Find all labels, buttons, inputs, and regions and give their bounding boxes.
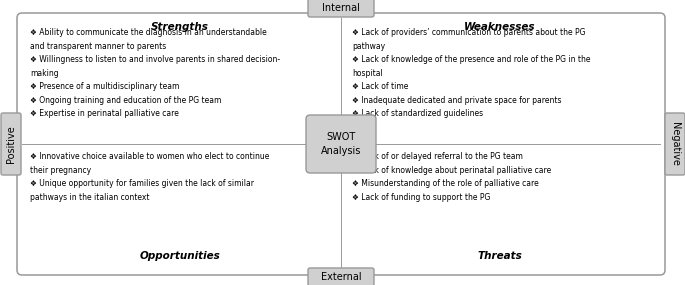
FancyBboxPatch shape <box>1 113 21 175</box>
Text: ❖ Lack of providers’ communication to parents about the PG
pathway
❖ Lack of kno: ❖ Lack of providers’ communication to pa… <box>352 28 590 118</box>
Text: Threats: Threats <box>477 251 523 261</box>
FancyBboxPatch shape <box>306 115 376 173</box>
FancyBboxPatch shape <box>308 0 374 17</box>
Text: ❖ Ability to communicate the diagnosis in an understandable
and transparent mann: ❖ Ability to communicate the diagnosis i… <box>30 28 280 118</box>
Text: Positive: Positive <box>6 125 16 163</box>
Text: SWOT
Analysis: SWOT Analysis <box>321 132 361 156</box>
Text: Internal: Internal <box>322 3 360 13</box>
Text: ❖ Lack of or delayed referral to the PG team
❖ Lack of knowledge about perinatal: ❖ Lack of or delayed referral to the PG … <box>352 152 551 202</box>
Text: Negative: Negative <box>670 122 680 166</box>
Text: Weaknesses: Weaknesses <box>464 22 536 32</box>
FancyBboxPatch shape <box>665 113 685 175</box>
FancyBboxPatch shape <box>17 13 665 275</box>
FancyBboxPatch shape <box>308 268 374 285</box>
Text: Opportunities: Opportunities <box>140 251 221 261</box>
Text: External: External <box>321 272 361 282</box>
Text: Strengths: Strengths <box>151 22 209 32</box>
Text: ❖ Innovative choice available to women who elect to continue
their pregnancy
❖ U: ❖ Innovative choice available to women w… <box>30 152 269 202</box>
